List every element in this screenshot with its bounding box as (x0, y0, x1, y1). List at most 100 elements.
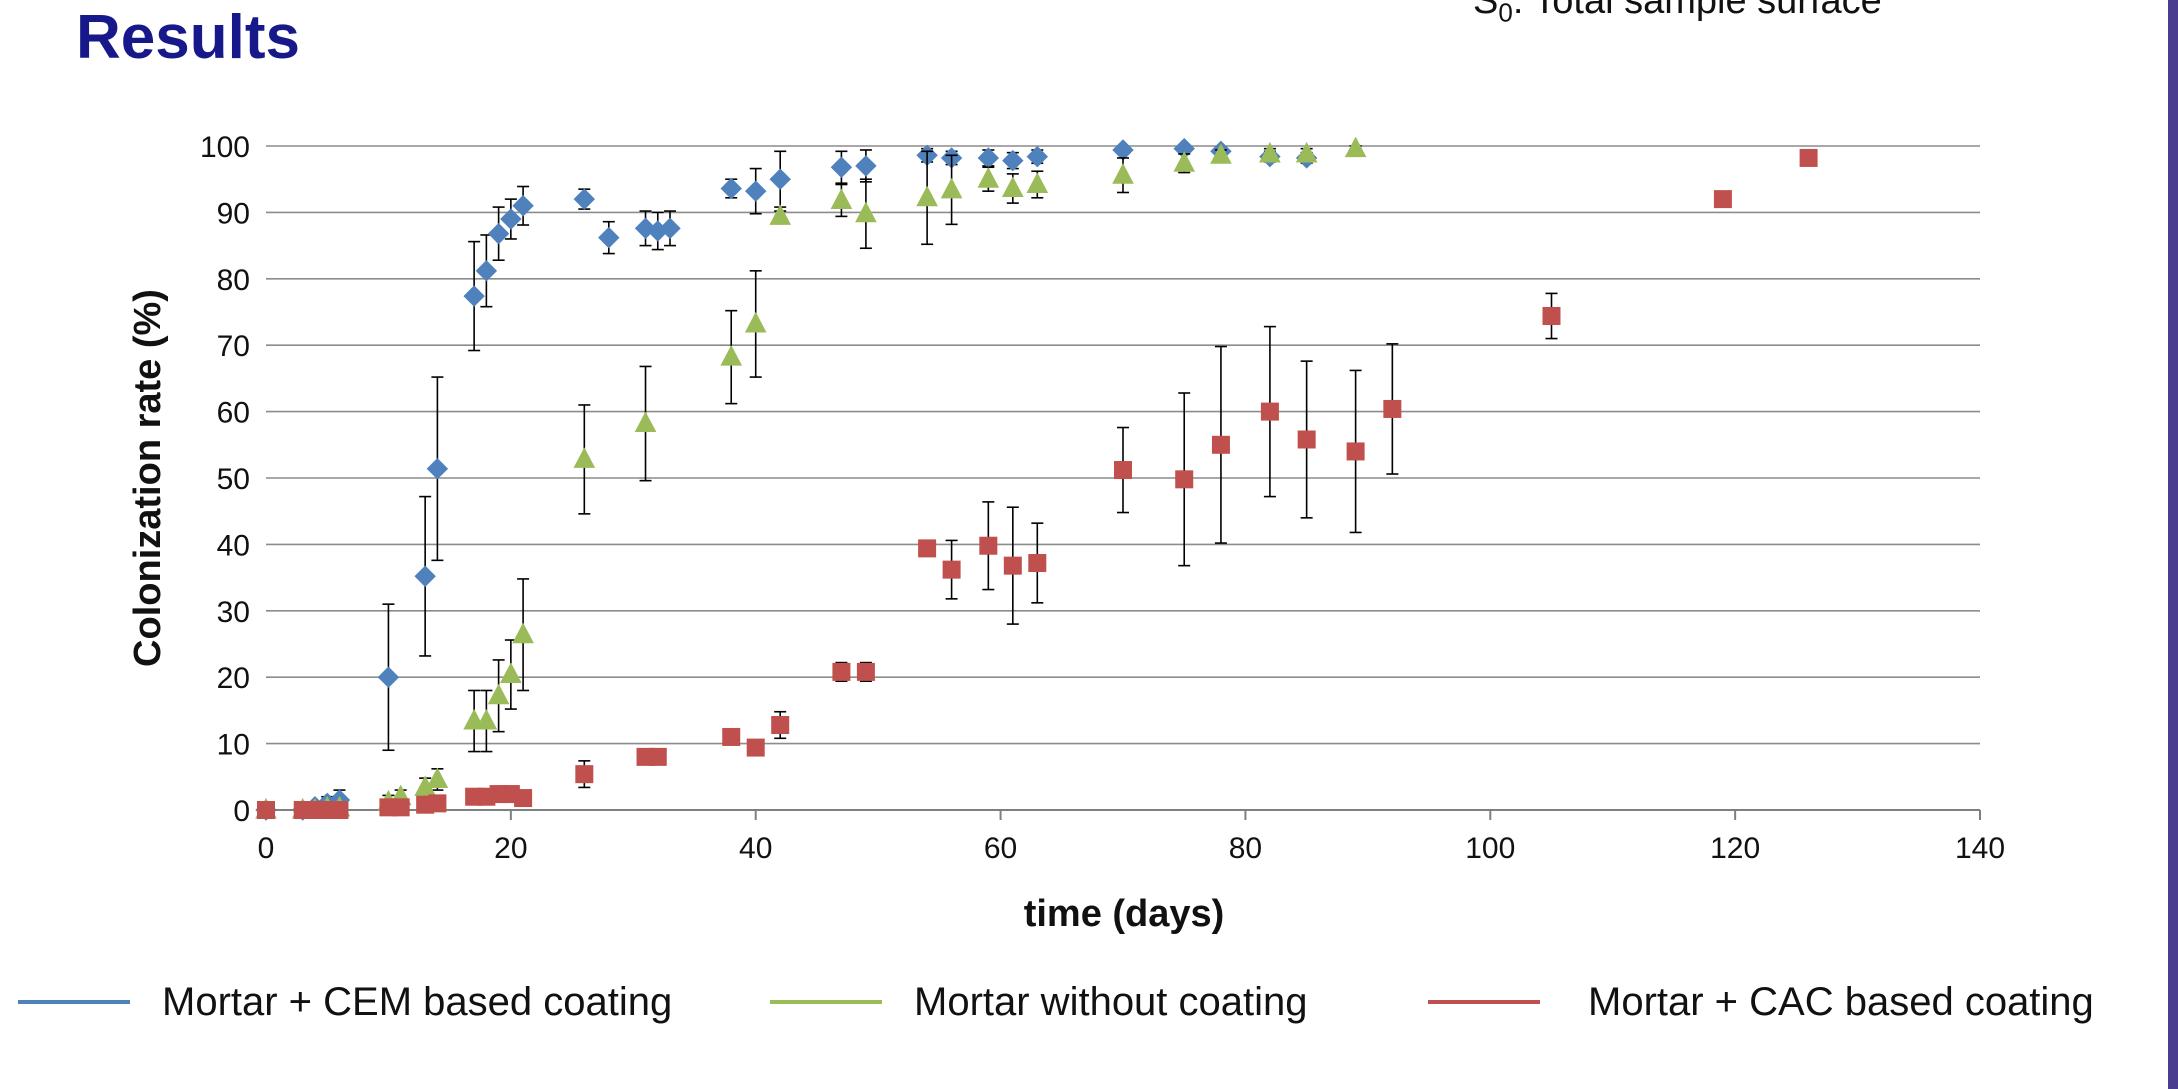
data-point-diamond (769, 168, 791, 190)
data-point-triangle (634, 411, 657, 433)
data-point-diamond (500, 208, 522, 230)
data-point-square (514, 789, 533, 808)
series-0 (255, 137, 1318, 821)
x-tick-label: 20 (494, 832, 527, 865)
data-point-diamond (659, 217, 681, 240)
data-point-square (746, 738, 765, 757)
data-point-square (1799, 148, 1818, 167)
data-point-square (1383, 399, 1402, 418)
x-axis-title: time (days) (1024, 893, 1225, 935)
data-point-diamond (830, 156, 853, 178)
data-point-square (771, 716, 790, 735)
data-point-square (428, 794, 447, 813)
data-point-square (918, 539, 937, 558)
data-point-diamond (1002, 149, 1024, 172)
data-series (255, 136, 1818, 821)
data-point-diamond (475, 260, 498, 282)
data-point-triangle (977, 167, 1000, 188)
data-point-square (391, 798, 410, 817)
data-point-diamond (426, 457, 449, 480)
data-point-triangle (1001, 176, 1024, 197)
data-point-triangle (1173, 151, 1196, 172)
y-tick-label: 100 (200, 131, 250, 164)
data-point-diamond (377, 666, 400, 688)
data-point-diamond (977, 147, 1000, 169)
data-point-square (832, 662, 851, 681)
data-point-square (856, 662, 875, 681)
legend-label-cac: Mortar + CAC based coating (1588, 979, 2094, 1024)
data-point-triangle (475, 708, 498, 730)
data-point-square (648, 747, 667, 766)
data-point-diamond (512, 195, 534, 217)
legend-item-no-coating: Mortar without coating (770, 972, 1308, 1032)
y-tick-label: 70 (217, 330, 250, 363)
y-tick-label: 20 (217, 662, 250, 695)
x-tick-label: 80 (1229, 832, 1262, 865)
legend-item-cac: Mortar + CAC based coating (1428, 972, 2094, 1032)
data-point-square (1542, 306, 1561, 325)
data-point-square (1297, 430, 1316, 449)
data-point-diamond (463, 285, 485, 307)
data-point-square (330, 801, 349, 819)
x-tick-label: 140 (1955, 832, 2005, 865)
legend-swatch-no-coating (770, 1000, 882, 1004)
colonization-chart: 0 10 20 30 40 50 60 70 80 90 100 0 20 40 60 80 100 120 140… (127, 131, 2005, 935)
note-subscript: 0 (1498, 0, 1513, 28)
x-tick-label: 40 (739, 832, 772, 865)
data-point-triangle (720, 345, 743, 366)
y-tick-label: 0 (233, 795, 250, 828)
note-text: : Total sample surface (1512, 0, 1882, 22)
data-point-triangle (1026, 172, 1049, 194)
data-point-square (1346, 442, 1365, 461)
data-point-triangle (1112, 163, 1134, 184)
data-point-square (575, 765, 594, 784)
data-point-triangle (1295, 141, 1318, 163)
y-tick-label: 60 (217, 397, 250, 430)
data-point-triangle (512, 622, 534, 644)
y-tick-label: 10 (217, 729, 250, 762)
data-point-triangle (940, 177, 963, 199)
legend-item-cem: Mortar + CEM based coating (18, 972, 672, 1032)
data-point-diamond (487, 222, 510, 245)
y-tick-label: 50 (217, 463, 250, 496)
data-point-diamond (720, 177, 742, 200)
y-tick-label: 90 (217, 197, 250, 230)
data-point-diamond (745, 180, 767, 202)
x-tick-label: 0 (258, 832, 275, 865)
data-point-diamond (1112, 139, 1134, 161)
data-point-square (1175, 470, 1194, 489)
x-tick-label: 100 (1465, 832, 1515, 865)
y-axis-title: Colonization rate (%) (127, 289, 169, 667)
data-point-triangle (744, 311, 767, 333)
tick-labels: 0 10 20 30 40 50 60 70 80 90 100 0 20 40 60 80 100 120 140 (200, 131, 2005, 865)
data-point-triangle (426, 767, 449, 788)
data-point-square (1028, 553, 1047, 572)
data-point-triangle (830, 188, 853, 209)
data-point-triangle (573, 447, 596, 468)
data-point-diamond (598, 226, 620, 249)
page-title: Results (76, 3, 300, 72)
surface-note: S0: Total sample surface (1473, 0, 1882, 29)
y-tick-label: 80 (217, 264, 250, 297)
x-tick-label: 120 (1710, 832, 1760, 865)
data-point-square (942, 560, 961, 579)
legend-label-no-coating: Mortar without coating (914, 979, 1308, 1024)
data-point-square (979, 536, 998, 555)
data-point-diamond (414, 565, 436, 587)
data-point-triangle (487, 683, 510, 705)
data-point-triangle (500, 662, 522, 684)
note-symbol: S (1473, 0, 1499, 22)
data-point-triangle (1259, 141, 1281, 163)
y-tick-label: 40 (217, 529, 250, 562)
data-point-diamond (855, 155, 877, 177)
data-point-triangle (1344, 136, 1367, 158)
series-2 (257, 148, 1818, 819)
data-point-square (1211, 435, 1230, 454)
legend-swatch-cac (1428, 1000, 1540, 1004)
data-point-square (1260, 402, 1279, 421)
data-point-triangle (916, 185, 938, 207)
y-tick-label: 30 (217, 596, 250, 629)
data-point-triangle (1210, 143, 1232, 164)
data-point-square (1713, 190, 1732, 209)
chart-axes (265, 809, 1981, 820)
